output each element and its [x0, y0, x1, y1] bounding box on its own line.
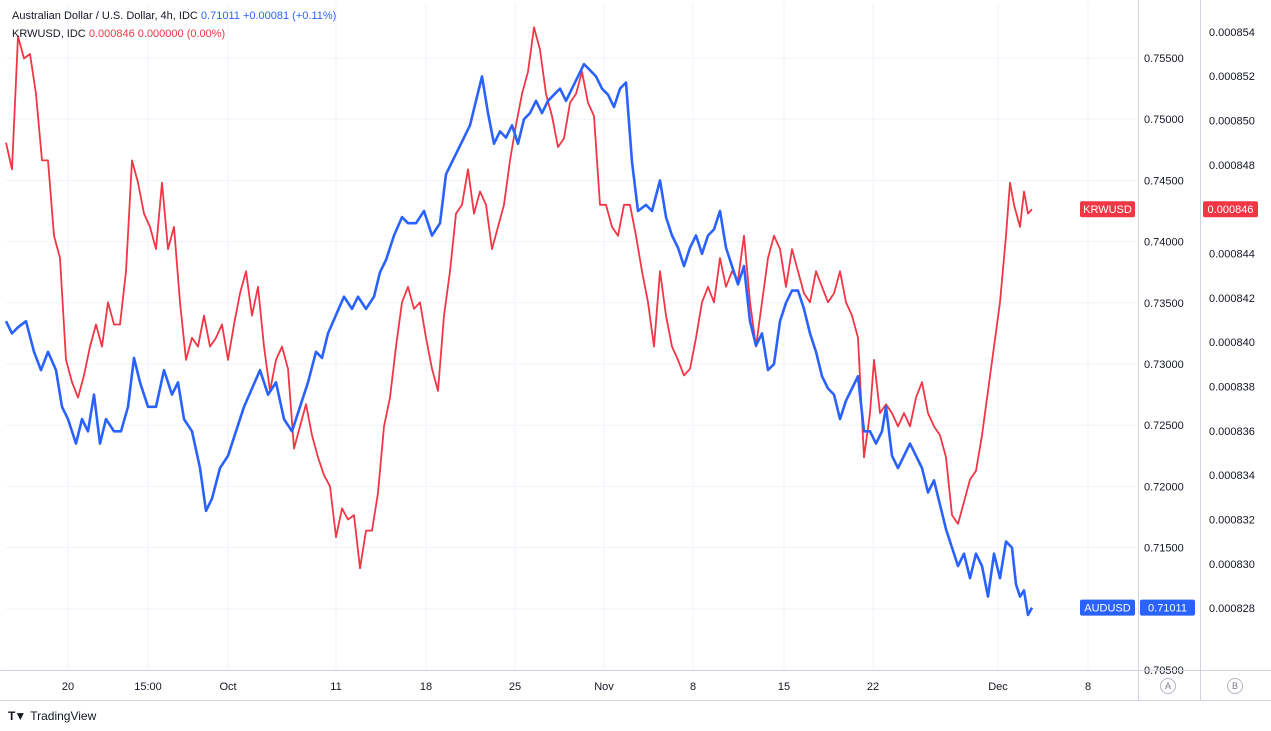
y-tick-label-b: 0.000836	[1209, 426, 1255, 438]
y-tick-label-a: 0.75000	[1144, 114, 1184, 126]
legend-krwusd-name: KRWUSD, IDC	[12, 28, 86, 40]
chart-axes: 2015:00Oct111825Nov81522Dec80.705000.710…	[0, 0, 1271, 701]
y-tick-label-b: 0.000852	[1209, 71, 1255, 83]
y-tick-label-b: 0.000850	[1209, 116, 1255, 128]
x-tick-label: 15	[778, 681, 790, 693]
x-tick-label: 8	[690, 681, 696, 693]
series-name-label: AUDUSD	[1084, 603, 1131, 615]
y-tick-label-b: 0.000844	[1209, 249, 1255, 261]
y-tick-label-a: 0.71500	[1144, 543, 1184, 555]
series-line-krwusd	[5, 26, 1033, 570]
y-tick-label-b: 0.000828	[1209, 603, 1255, 615]
y-tick-label-b: 0.000840	[1209, 337, 1255, 349]
scale-b-button[interactable]: B	[1227, 678, 1243, 694]
x-tick-label: 25	[509, 681, 521, 693]
y-tick-label-b: 0.000834	[1209, 470, 1255, 482]
y-tick-label-a: 0.72000	[1144, 481, 1184, 493]
series-name-tag	[1080, 599, 1135, 616]
legend-krwusd[interactable]: KRWUSD, IDC 0.000846 0.000000 (0.00%)	[12, 28, 225, 40]
y-tick-label-a: 0.73500	[1144, 298, 1184, 310]
legend-krwusd-value: 0.000846	[88, 28, 135, 40]
x-tick-label: Oct	[219, 681, 236, 693]
x-tick-label: 15:00	[134, 681, 162, 693]
series-line-audusd	[4, 62, 1034, 617]
series-name-tag	[1080, 201, 1135, 218]
x-tick-label: 11	[330, 681, 341, 693]
legend-audusd[interactable]: Australian Dollar / U.S. Dollar, 4h, IDC…	[12, 10, 336, 22]
x-tick-label: 20	[62, 681, 74, 693]
y-tick-label-b: 0.000842	[1209, 293, 1255, 305]
y-tick-label-a: 0.74500	[1144, 175, 1184, 187]
x-tick-label: 18	[420, 681, 432, 693]
y-tick-label-a: 0.75500	[1144, 53, 1184, 65]
y-tick-label-b: 0.000848	[1209, 160, 1255, 172]
scale-a-button[interactable]: A	[1160, 678, 1176, 694]
series-name-label: KRWUSD	[1083, 204, 1132, 216]
legend-audusd-value: 0.71011	[200, 10, 240, 22]
tradingview-brand[interactable]: T▼ TradingView	[8, 709, 96, 723]
legend-audusd-name: Australian Dollar / U.S. Dollar, 4h, IDC	[12, 10, 198, 22]
legend-audusd-change: +0.00081 (+0.11%)	[242, 10, 337, 22]
y-tick-label-b: 0.000832	[1209, 515, 1255, 527]
x-tick-label: 22	[867, 681, 879, 693]
y-tick-label-b: 0.000830	[1209, 559, 1255, 571]
tradingview-logo-icon: T▼	[8, 709, 26, 723]
y-tick-label-a: 0.72500	[1144, 420, 1184, 432]
x-tick-label: Dec	[988, 681, 1008, 693]
last-value-label: 0.000846	[1208, 204, 1254, 216]
brand-label: TradingView	[30, 709, 97, 723]
x-tick-label: Nov	[594, 681, 614, 693]
y-tick-label-b: 0.000854	[1209, 27, 1255, 39]
y-tick-label-a: 0.73000	[1144, 359, 1184, 371]
chart-labels: AUDUSD 0.71011 KRWUSD 0.000846	[1080, 201, 1258, 616]
y-tick-label-b: 0.000838	[1209, 382, 1255, 394]
last-value-label: 0.71011	[1148, 603, 1187, 615]
chart-series	[4, 26, 1034, 617]
y-tick-label-a: 0.74000	[1144, 237, 1184, 249]
last-value-tag	[1203, 201, 1258, 218]
legend-krwusd-change: 0.000000 (0.00%)	[137, 28, 226, 40]
x-tick-label: 8	[1085, 681, 1091, 693]
last-value-tag	[1140, 599, 1195, 616]
